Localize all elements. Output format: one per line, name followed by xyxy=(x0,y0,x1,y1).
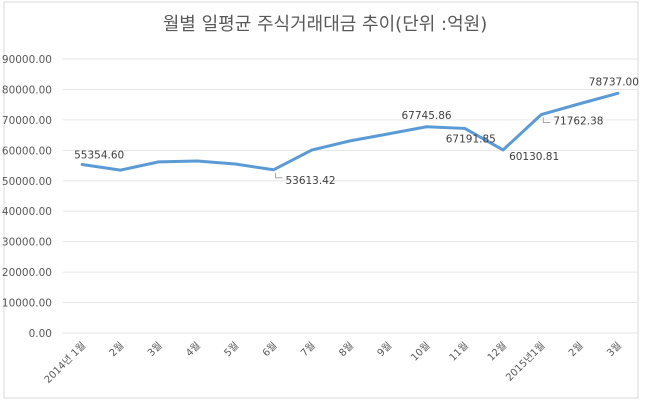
y-tick-label: 90000.00 xyxy=(2,54,52,66)
data-label: 53613.42 xyxy=(285,175,335,187)
series-line xyxy=(80,91,620,172)
data-label: 78737.00 xyxy=(589,76,639,88)
data-label: 67191.85 xyxy=(446,133,496,145)
y-tick-label: 0.00 xyxy=(29,328,52,340)
y-tick-label: 50000.00 xyxy=(2,176,52,188)
y-tick-label: 10000.00 xyxy=(2,298,52,310)
y-tick-label: 30000.00 xyxy=(2,237,52,249)
y-tick-label: 60000.00 xyxy=(2,145,52,157)
chart-title: 월별 일평균 주식거래대금 추이(단위 :억원) xyxy=(163,14,488,35)
y-tick-label: 80000.00 xyxy=(2,84,52,96)
data-label: 60130.81 xyxy=(509,151,559,163)
data-label: 67745.86 xyxy=(401,110,451,122)
y-tick-label: 20000.00 xyxy=(2,267,52,279)
y-tick-label: 70000.00 xyxy=(2,115,52,127)
y-tick-label: 40000.00 xyxy=(2,206,52,218)
leader-line xyxy=(542,117,551,124)
data-label: 71762.38 xyxy=(553,116,603,128)
data-label: 55354.60 xyxy=(74,149,124,161)
chart-border xyxy=(3,1,639,399)
leader-line xyxy=(274,172,283,179)
